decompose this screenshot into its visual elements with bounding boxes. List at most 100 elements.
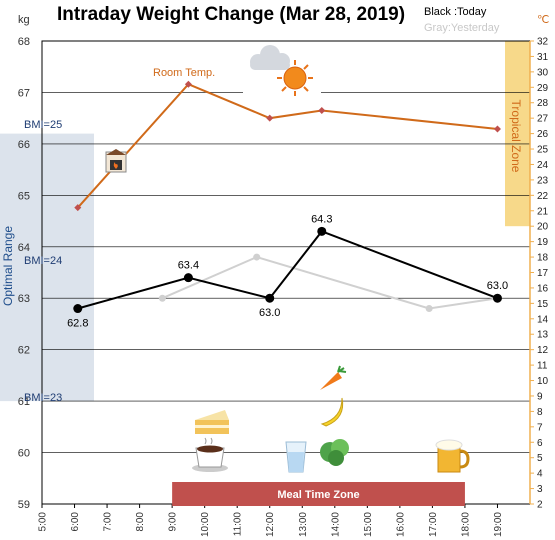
tropical-zone-label: Tropical Zone	[509, 100, 523, 173]
y-right-tick-label: 27	[537, 114, 549, 125]
series-yesterday-point	[158, 294, 166, 302]
x-tick-label: 5:00	[38, 512, 49, 532]
y-right-tick-label: 25	[537, 145, 549, 156]
beer-icon	[435, 439, 470, 473]
y-right-tick-label: 21	[537, 206, 549, 217]
y-left-tick-label: 61	[18, 396, 30, 408]
y-left-tick-label: 64	[18, 242, 30, 254]
y-right-tick-label: 2	[537, 500, 543, 511]
series-room-temp-line	[77, 83, 498, 209]
series-today-point	[73, 304, 83, 314]
room-temp-label: Room Temp.	[153, 67, 215, 79]
y-right-tick-label: 6	[537, 438, 543, 449]
y-right-tick-label: 3	[537, 484, 543, 495]
series-yesterday-point	[253, 253, 261, 261]
series-layer: 62.8 63.4 63.0 64.3 63.0	[67, 80, 508, 330]
heater-icon	[105, 149, 127, 173]
lettuce-icon	[320, 439, 349, 466]
bmi-23-label: BMI=23	[24, 392, 62, 404]
y-right-tick-label: 13	[537, 330, 549, 341]
data-label-today: 63.0	[487, 280, 508, 292]
y-right-tick-label: 24	[537, 160, 549, 171]
x-ticks: 5:00 6:00 7:00 8:00 9:00 10:00 11:00 12:00 13:00…	[38, 504, 504, 537]
y-right-tick-label: 30	[537, 67, 549, 78]
y-right-tick-label: 15	[537, 299, 549, 310]
x-tick-label: 18:00	[460, 512, 471, 537]
legend-today: Black :Today	[424, 6, 487, 18]
series-room-temp-point	[184, 80, 192, 88]
chart-title: Intraday Weight Change (Mar 28, 2019)	[57, 4, 405, 25]
banana-icon	[320, 397, 344, 427]
optimal-range-band	[0, 133, 94, 402]
x-tick-label: 17:00	[428, 512, 439, 537]
y-right-tick-label: 5	[537, 453, 543, 464]
y-right-unit: ℃	[537, 14, 549, 26]
y-left-unit: kg	[18, 14, 30, 26]
x-tick-label: 9:00	[168, 512, 179, 532]
cake-icon	[195, 410, 229, 434]
gridlines	[42, 40, 530, 505]
x-tick-label: 11:00	[233, 512, 244, 537]
y-left-tick-label: 68	[18, 36, 30, 48]
y-right-tick-label: 22	[537, 191, 549, 202]
coffee-icon	[192, 437, 228, 472]
y-right-tick-label: 26	[537, 129, 549, 140]
y-right-tick-label: 18	[537, 253, 549, 264]
series-yesterday-line	[161, 256, 498, 310]
y-right-tick-label: 12	[537, 345, 549, 356]
y-right-tick-label: 23	[537, 175, 549, 186]
y-right-tick-label: 10	[537, 376, 549, 387]
x-tick-label: 12:00	[265, 512, 276, 537]
plot-frame	[41, 40, 531, 505]
bmi-25-label: BMI=25	[24, 119, 62, 131]
y-right-tick-label: 32	[537, 37, 549, 48]
y-right-ticks: 2345678910111213141516171819202122232425…	[530, 37, 549, 511]
x-tick-label: 8:00	[135, 512, 146, 532]
y-right-tick-label: 11	[537, 361, 548, 372]
y-right-tick-label: 31	[537, 52, 549, 63]
x-tick-label: 14:00	[330, 512, 341, 537]
y-left-tick-label: 59	[18, 499, 30, 511]
series-today-point	[492, 293, 502, 303]
y-right-tick-label: 16	[537, 283, 549, 294]
y-left-tick-label: 62	[18, 345, 30, 357]
water-glass-icon	[285, 441, 307, 473]
series-today-line	[77, 230, 498, 310]
series-yesterday-point	[425, 305, 433, 313]
y-left-tick-label: 65	[18, 190, 30, 202]
y-left-tick-label: 60	[18, 448, 30, 460]
y-right-tick-label: 4	[537, 469, 543, 480]
x-tick-label: 15:00	[363, 512, 374, 537]
y-right-tick-label: 20	[537, 222, 549, 233]
sun-cloud-icon	[243, 42, 321, 102]
x-tick-label: 7:00	[103, 512, 114, 532]
optimal-range-label: Optimal Range	[1, 226, 15, 306]
series-room-temp-point	[266, 114, 274, 122]
series-today-point	[183, 273, 193, 283]
x-tick-label: 16:00	[395, 512, 406, 537]
y-right-tick-label: 19	[537, 237, 549, 248]
data-label-today: 64.3	[311, 213, 332, 225]
carrot-icon	[320, 365, 347, 390]
series-today-point	[317, 226, 327, 236]
x-tick-label: 6:00	[70, 512, 81, 532]
bmi-24-label: BMI=24	[24, 255, 62, 267]
meal-time-zone-label: Meal Time Zone	[277, 489, 359, 501]
y-right-tick-label: 9	[537, 391, 543, 402]
x-tick-label: 13:00	[298, 512, 309, 537]
series-today-point	[265, 293, 275, 303]
y-left-tick-label: 67	[18, 87, 30, 99]
series-room-temp-point	[318, 106, 326, 114]
x-tick-label: 19:00	[493, 512, 504, 537]
y-right-tick-label: 7	[537, 422, 543, 433]
y-right-tick-label: 28	[537, 98, 549, 109]
meal-time-zone-bar	[172, 482, 465, 506]
y-left-ticks: 59 60 61 62 63 64 65 66 67 68	[18, 36, 30, 511]
legend-yesterday: Gray:Yesterday	[424, 22, 500, 34]
y-left-tick-label: 66	[18, 139, 30, 151]
y-left-tick-label: 63	[18, 293, 30, 305]
series-room-temp-point	[493, 125, 501, 133]
y-right-tick-label: 29	[537, 83, 549, 94]
data-label-today: 63.4	[178, 260, 199, 272]
